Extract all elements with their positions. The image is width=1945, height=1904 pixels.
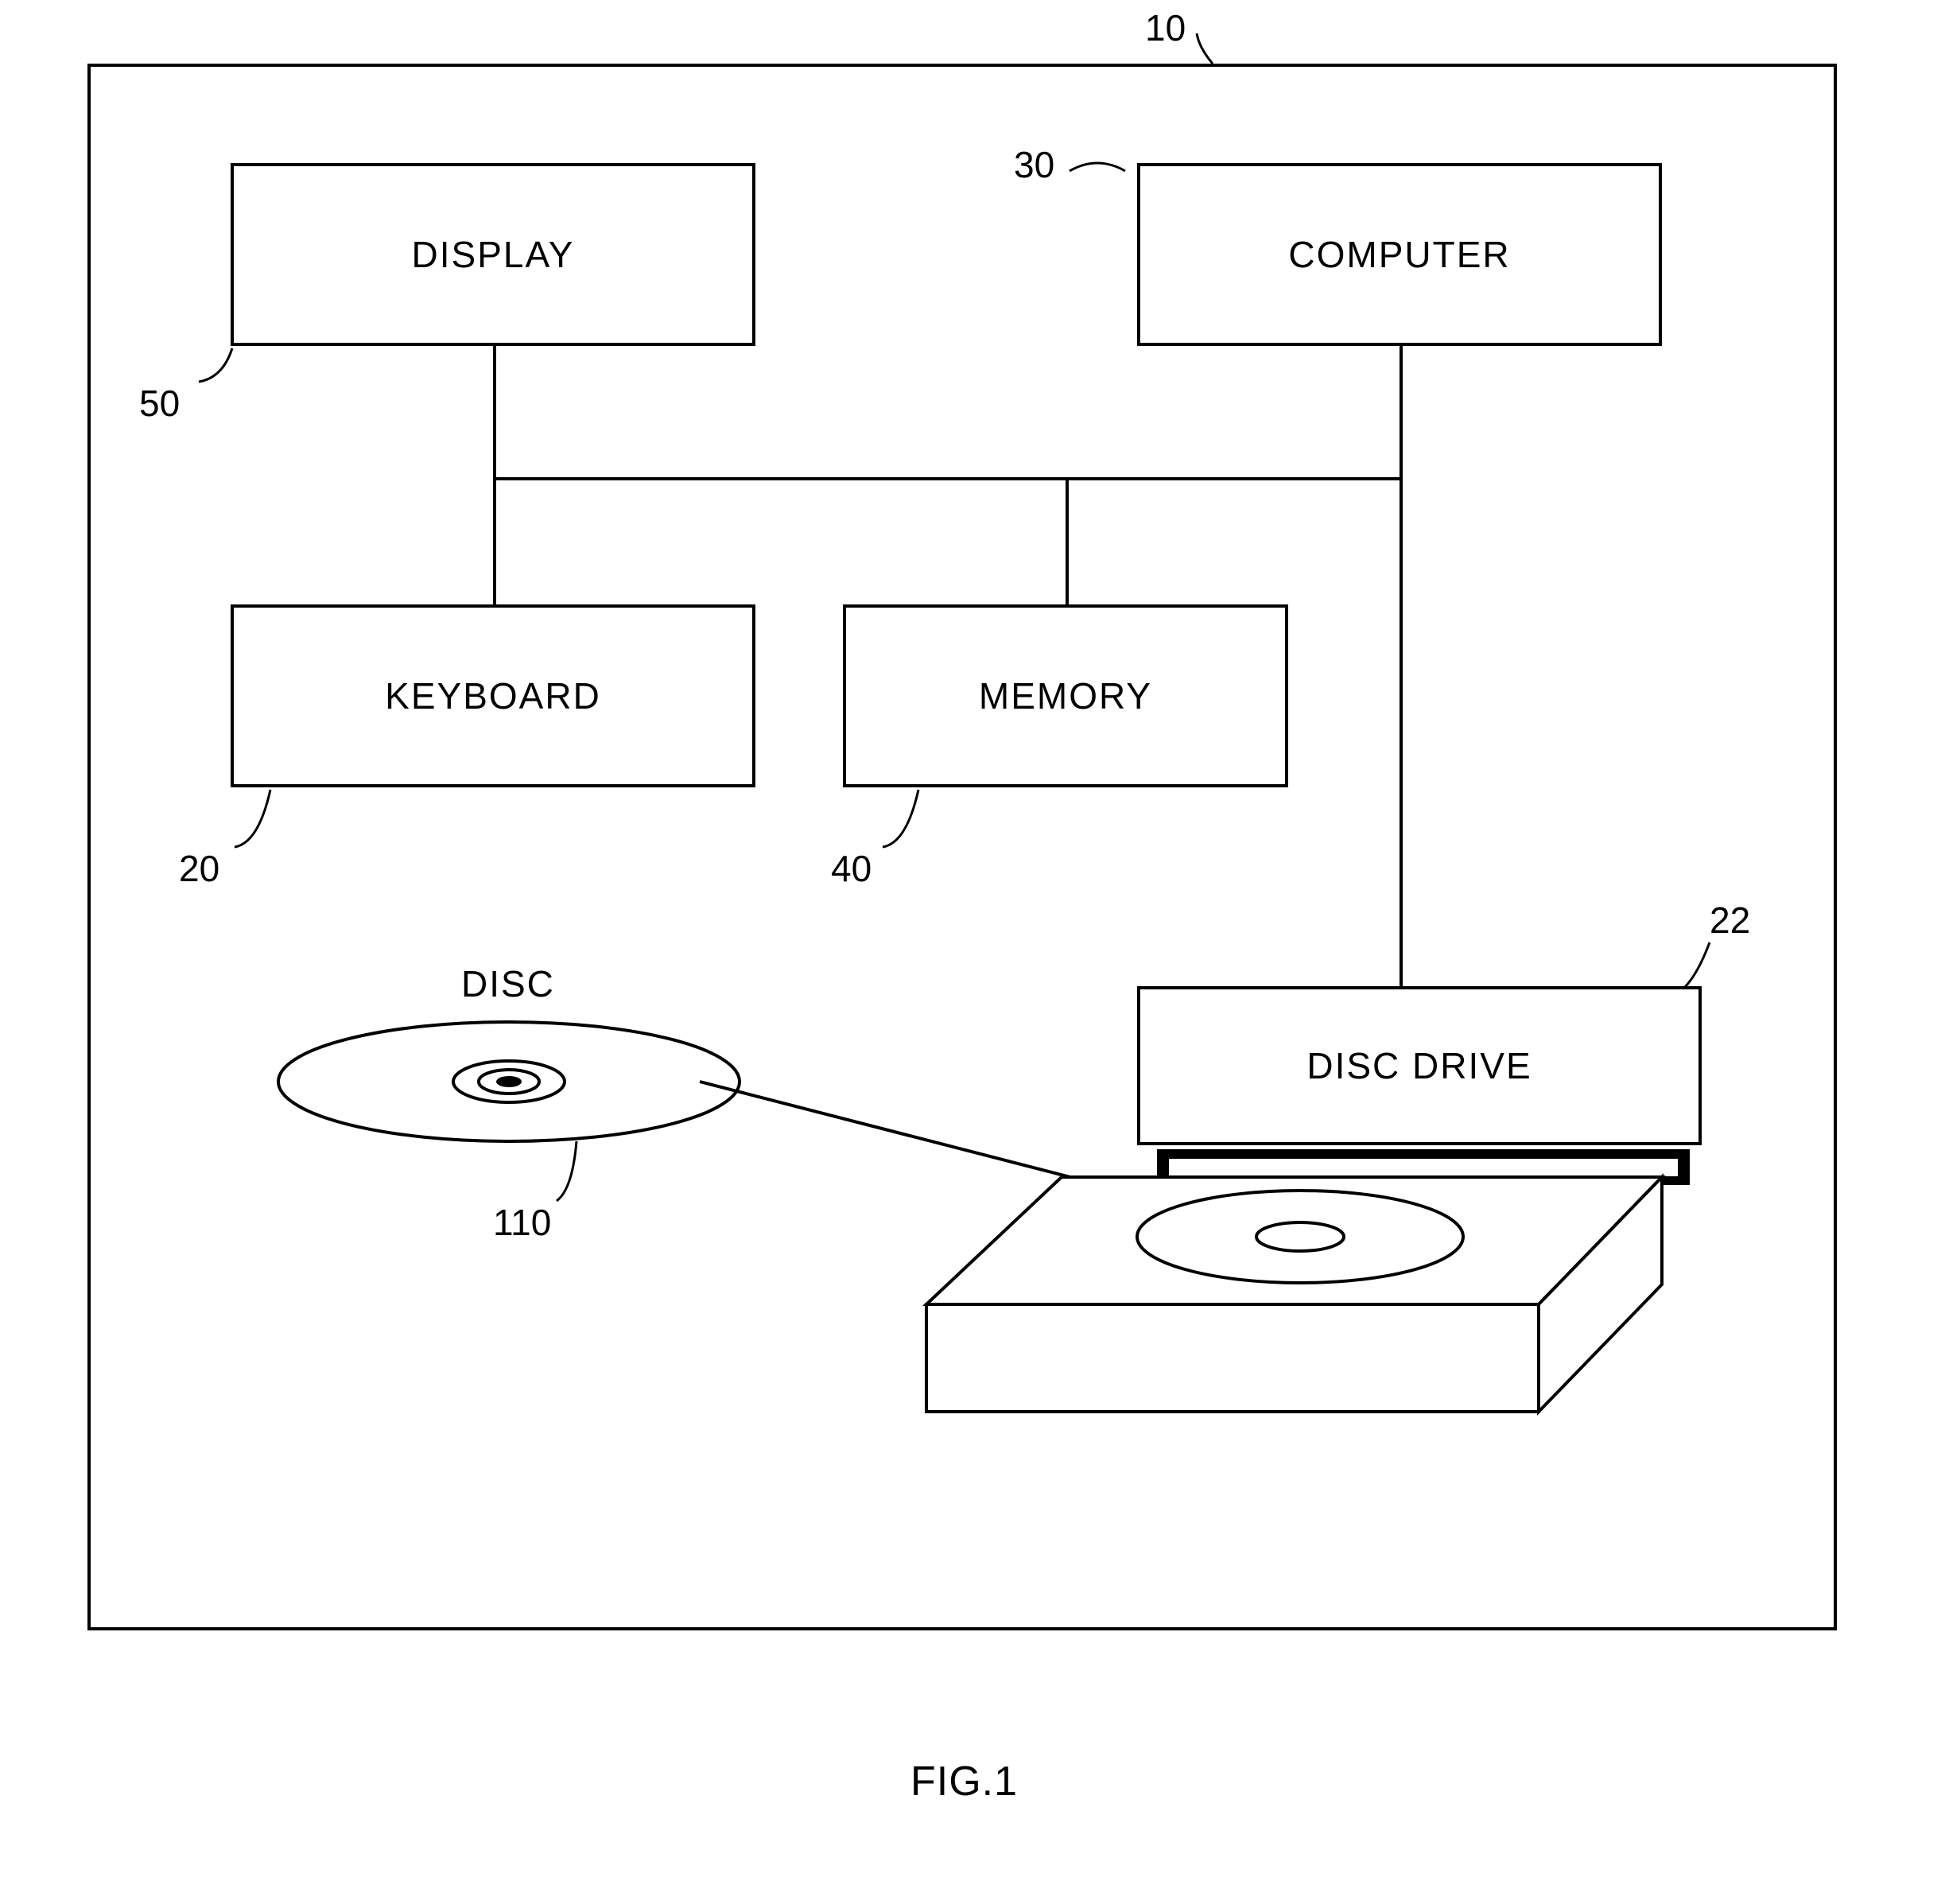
display-block: DISPLAY <box>231 163 755 346</box>
diagram-canvas: DISPLAY COMPUTER KEYBOARD MEMORY DISC DR… <box>0 0 1945 1904</box>
bus-display-drop <box>493 346 496 480</box>
bus-horizontal <box>493 477 1403 480</box>
discdrive-label: DISC DRIVE <box>1306 1044 1532 1087</box>
figure-caption: FIG.1 <box>910 1758 1018 1805</box>
display-label: DISPLAY <box>412 233 575 276</box>
ref-20: 20 <box>179 847 219 890</box>
memory-block: MEMORY <box>843 604 1288 787</box>
ref-10: 10 <box>1145 6 1186 49</box>
memory-label: MEMORY <box>979 674 1152 717</box>
bus-keyboard-rise <box>493 477 496 604</box>
leader-10 <box>1197 33 1213 64</box>
computer-block: COMPUTER <box>1137 163 1662 346</box>
computer-label: COMPUTER <box>1288 233 1510 276</box>
ref-50: 50 <box>139 382 180 425</box>
ref-30: 30 <box>1014 143 1054 186</box>
bus-memory-rise <box>1066 477 1069 604</box>
keyboard-label: KEYBOARD <box>385 674 601 717</box>
discdrive-block: DISC DRIVE <box>1137 986 1702 1145</box>
bus-drive-rise <box>1400 477 1403 986</box>
bus-computer-drop <box>1400 346 1403 480</box>
ref-22: 22 <box>1710 899 1750 942</box>
ref-110: 110 <box>493 1201 551 1244</box>
disc-label: DISC <box>461 962 555 1005</box>
keyboard-block: KEYBOARD <box>231 604 755 787</box>
ref-40: 40 <box>831 847 872 890</box>
